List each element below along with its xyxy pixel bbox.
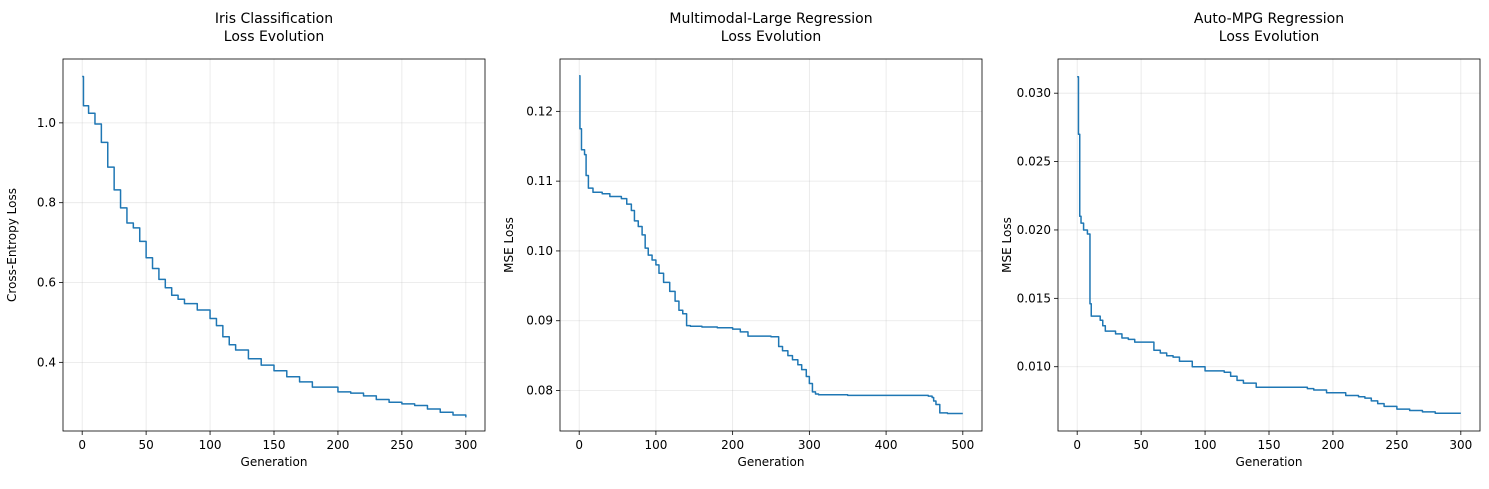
x-tick-label: 150 xyxy=(1258,438,1281,452)
chart-title-line: Multimodal-Large Regression xyxy=(669,11,872,27)
x-tick-label: 50 xyxy=(1133,438,1148,452)
y-tick-label: 0.010 xyxy=(1017,360,1051,374)
subplot-2: 0 100 200 300 400 500 0.08 0.09 0.10 0.11 0.12 Mult… xyxy=(502,11,983,469)
x-tick-label: 250 xyxy=(390,438,413,452)
chart-title-line: Loss Evolution xyxy=(224,29,324,45)
y-tick-label: 0.08 xyxy=(526,384,553,398)
y-tick-label: 0.030 xyxy=(1017,86,1051,100)
y-tick-label: 0.4 xyxy=(37,355,56,369)
x-tick-label: 200 xyxy=(1321,438,1344,452)
chart-title-line: Loss Evolution xyxy=(1219,29,1319,45)
x-tick-label: 0 xyxy=(1073,438,1081,452)
x-axis-label: Generation xyxy=(738,455,805,469)
x-tick-label: 300 xyxy=(798,438,821,452)
y-tick-label: 0.10 xyxy=(526,244,553,258)
y-tick-label: 0.015 xyxy=(1017,291,1051,305)
y-tick-label: 1.0 xyxy=(37,116,56,130)
chart-title-line: Auto-MPG Regression xyxy=(1194,11,1344,27)
y-axis-label: Cross-Entropy Loss xyxy=(5,188,19,302)
x-tick-label: 100 xyxy=(1194,438,1217,452)
x-tick-label: 250 xyxy=(1385,438,1408,452)
x-tick-label: 200 xyxy=(326,438,349,452)
x-tick-label: 200 xyxy=(721,438,744,452)
y-tick-label: 0.12 xyxy=(526,104,553,118)
loss-series-line xyxy=(82,75,467,418)
y-tick-label: 0.020 xyxy=(1017,223,1051,237)
loss-series-line xyxy=(579,75,963,415)
x-tick-label: 150 xyxy=(263,438,286,452)
y-tick-label: 0.8 xyxy=(37,196,56,210)
x-tick-label: 400 xyxy=(875,438,898,452)
x-tick-label: 300 xyxy=(1449,438,1472,452)
x-axis-label: Generation xyxy=(1236,455,1303,469)
x-tick-label: 50 xyxy=(138,438,153,452)
x-tick-label: 100 xyxy=(199,438,222,452)
loss-series-line xyxy=(1077,76,1461,414)
y-axis-label: MSE Loss xyxy=(502,217,516,273)
chart-title-line: Loss Evolution xyxy=(721,29,821,45)
x-tick-label: 500 xyxy=(951,438,974,452)
y-tick-label: 0.025 xyxy=(1017,155,1051,169)
subplot-3: 0 50 100 150 200 250 300 0.010 0.015 0.020 0.025 0.… xyxy=(1000,11,1481,469)
chart-title-line: Iris Classification xyxy=(215,11,333,27)
x-tick-label: 100 xyxy=(644,438,667,452)
x-axis-label: Generation xyxy=(241,455,308,469)
subplot-1: 0 50 100 150 200 250 300 0.4 0.6 0.8 1.0 Iris Class… xyxy=(5,11,486,469)
y-tick-label: 0.6 xyxy=(37,276,56,290)
y-tick-label: 0.11 xyxy=(526,174,553,188)
y-tick-label: 0.09 xyxy=(526,314,553,328)
x-tick-label: 0 xyxy=(78,438,86,452)
axes-frame xyxy=(559,58,983,432)
y-axis-label: MSE Loss xyxy=(1000,217,1014,273)
x-tick-label: 300 xyxy=(454,438,477,452)
x-tick-label: 0 xyxy=(575,438,583,452)
